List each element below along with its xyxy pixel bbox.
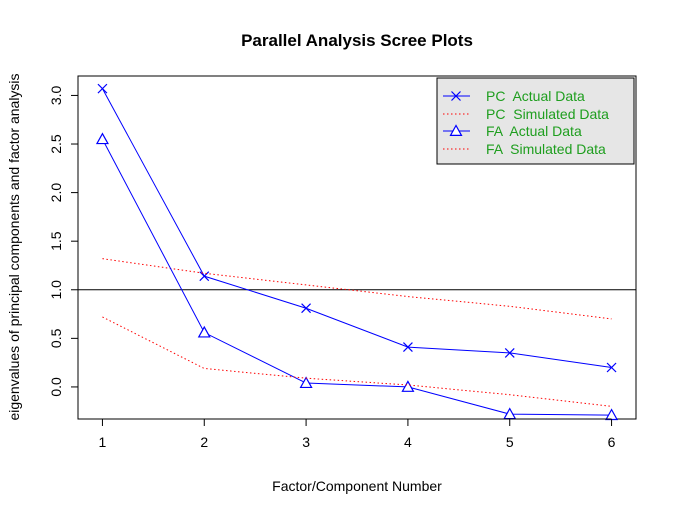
series-0 [97, 83, 617, 373]
y-tick-label: 2.5 [48, 134, 64, 154]
x-axis-label: Factor/Component Number [272, 478, 442, 494]
legend-label: PC Actual Data [486, 88, 585, 104]
series-line [101, 88, 612, 368]
y-tick-label: 1.0 [48, 280, 64, 300]
x-tick-label: 3 [302, 434, 310, 450]
x-tick-label: 4 [404, 434, 412, 450]
series-1 [102, 258, 612, 320]
x-tick-label: 1 [99, 434, 107, 450]
data-point [97, 83, 108, 94]
x-tick-label: 6 [608, 434, 616, 450]
series-line [102, 316, 612, 407]
legend-entry: PC Simulated Data [443, 106, 609, 122]
y-tick-label: 3.0 [48, 85, 64, 105]
y-tick-label: 0.5 [48, 328, 64, 348]
data-point [95, 132, 109, 145]
legend-marker [451, 91, 461, 101]
data-point [299, 376, 313, 389]
series-line [102, 258, 612, 320]
x-tick-label: 5 [506, 434, 514, 450]
chart-title: Parallel Analysis Scree Plots [241, 31, 473, 50]
data-point [402, 342, 413, 353]
data-point [504, 348, 515, 358]
data-point [199, 271, 210, 282]
series-2 [95, 132, 619, 421]
legend-box [436, 77, 635, 165]
x-tick-label: 2 [200, 434, 208, 450]
y-axis-label: eigenvalues of principal components and … [6, 73, 22, 420]
legend-entry: FA Actual Data [443, 123, 582, 139]
data-point [197, 325, 211, 338]
data-point [605, 408, 619, 421]
series-3 [102, 316, 612, 407]
series-line [101, 138, 612, 416]
legend-label: FA Actual Data [486, 123, 582, 139]
data-point [401, 380, 415, 392]
data-point [606, 362, 617, 373]
legend-entry: FA Simulated Data [443, 141, 606, 157]
y-tick-label: 2.0 [48, 183, 64, 203]
data-point [301, 303, 312, 314]
legend-entry: PC Actual Data [443, 88, 585, 104]
y-tick-label: 0.0 [48, 377, 64, 397]
y-tick-label: 1.5 [48, 231, 64, 251]
legend-label: FA Simulated Data [486, 141, 606, 157]
legend-label: PC Simulated Data [486, 106, 609, 122]
legend-marker [449, 124, 463, 136]
